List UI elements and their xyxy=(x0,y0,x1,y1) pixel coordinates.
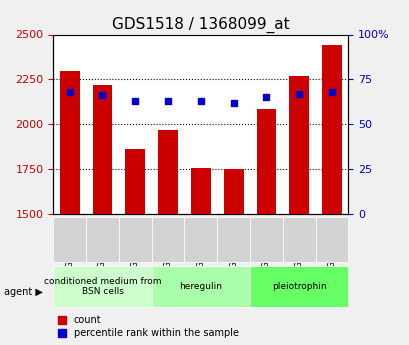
Bar xyxy=(60,71,79,214)
FancyBboxPatch shape xyxy=(53,217,86,262)
FancyBboxPatch shape xyxy=(86,217,119,262)
Bar xyxy=(191,168,210,214)
FancyBboxPatch shape xyxy=(315,217,348,262)
Text: agent ▶: agent ▶ xyxy=(4,287,43,296)
Title: GDS1518 / 1368099_at: GDS1518 / 1368099_at xyxy=(112,17,289,33)
Bar xyxy=(92,85,112,214)
FancyBboxPatch shape xyxy=(151,217,184,262)
Bar xyxy=(321,45,341,214)
FancyBboxPatch shape xyxy=(249,217,282,262)
FancyBboxPatch shape xyxy=(151,266,249,307)
FancyBboxPatch shape xyxy=(249,266,348,307)
FancyBboxPatch shape xyxy=(184,217,217,262)
FancyBboxPatch shape xyxy=(217,217,249,262)
Bar xyxy=(256,109,276,214)
Text: conditioned medium from
BSN cells: conditioned medium from BSN cells xyxy=(44,277,161,296)
Text: pleiotrophin: pleiotrophin xyxy=(271,282,326,291)
FancyBboxPatch shape xyxy=(119,217,151,262)
Bar xyxy=(223,169,243,214)
Bar xyxy=(289,76,308,214)
Text: heregulin: heregulin xyxy=(179,282,222,291)
FancyBboxPatch shape xyxy=(282,217,315,262)
FancyBboxPatch shape xyxy=(53,266,151,307)
Legend: count, percentile rank within the sample: count, percentile rank within the sample xyxy=(58,315,238,338)
Bar xyxy=(125,149,145,214)
Bar xyxy=(158,130,178,214)
